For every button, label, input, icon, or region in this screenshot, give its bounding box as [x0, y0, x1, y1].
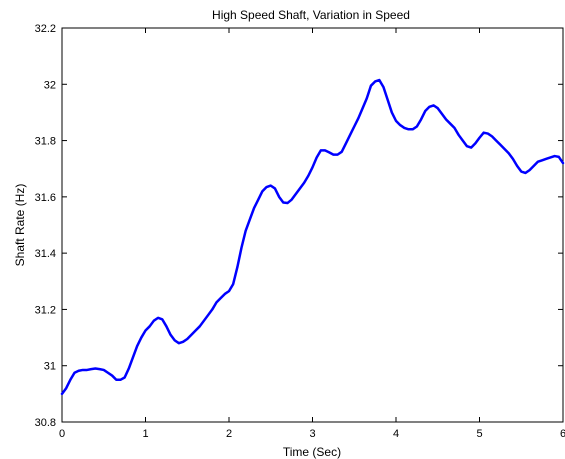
y-axis-label: Shaft Rate (Hz) [13, 184, 27, 267]
x-axis-label: Time (Sec) [283, 445, 341, 459]
y-tick-label: 30.8 [35, 417, 56, 429]
y-tick-label: 31.4 [35, 248, 56, 260]
tick-labels: 0 1 2 3 4 5 6 30.8 31 31.2 31.4 31.6 31.8 32 32.2 [35, 23, 565, 440]
y-tick-label: 31.6 [35, 192, 56, 204]
y-tick-label: 31 [44, 361, 56, 373]
chart-title: High Speed Shaft, Variation in Speed [212, 8, 410, 22]
x-tick-label: 0 [59, 428, 65, 440]
y-tick-label: 32 [44, 79, 56, 91]
x-tick-label: 6 [560, 428, 565, 440]
x-tick-label: 1 [142, 428, 148, 440]
x-tick-label: 4 [393, 428, 399, 440]
axis-ticks [61, 27, 564, 423]
x-tick-label: 2 [226, 428, 232, 440]
y-tick-label: 32.2 [35, 23, 56, 35]
plot-area [61, 27, 564, 423]
x-tick-label: 5 [476, 428, 482, 440]
y-tick-label: 31.2 [35, 304, 56, 316]
x-tick-label: 3 [309, 428, 315, 440]
y-tick-label: 31.8 [35, 136, 56, 148]
series-line [60, 78, 565, 396]
